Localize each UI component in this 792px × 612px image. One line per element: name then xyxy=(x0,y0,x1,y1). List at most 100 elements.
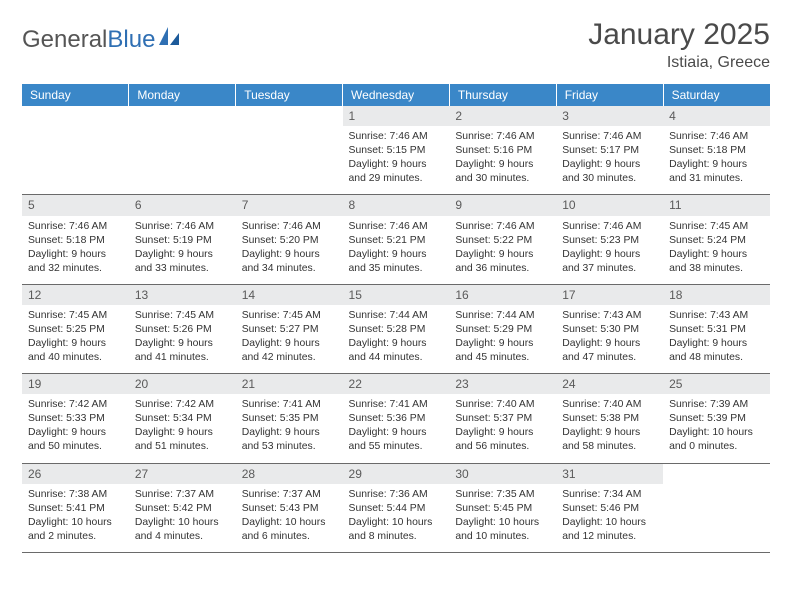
day-cell: 19 Sunrise: 7:42 AM Sunset: 5:33 PM Dayli… xyxy=(22,374,129,463)
header: GeneralBlue January 2025 Istiaia, Greece xyxy=(22,18,770,72)
day-cell: 23 Sunrise: 7:40 AM Sunset: 5:37 PM Dayli… xyxy=(449,374,556,463)
brand-text-1: General xyxy=(22,26,107,54)
day-cell: 11 Sunrise: 7:45 AM Sunset: 5:24 PM Dayli… xyxy=(663,195,770,284)
day-info: Sunrise: 7:44 AM Sunset: 5:28 PM Dayligh… xyxy=(349,309,444,365)
day-info: Sunrise: 7:42 AM Sunset: 5:33 PM Dayligh… xyxy=(28,398,123,454)
day-cell: 27 Sunrise: 7:37 AM Sunset: 5:42 PM Dayli… xyxy=(129,463,236,552)
day-number: 27 xyxy=(129,464,236,484)
day-info: Sunrise: 7:46 AM Sunset: 5:17 PM Dayligh… xyxy=(562,130,657,186)
col-sunday: Sunday xyxy=(22,84,129,106)
day-number: 1 xyxy=(343,106,450,126)
day-cell xyxy=(129,106,236,195)
day-number: 31 xyxy=(556,464,663,484)
day-info: Sunrise: 7:46 AM Sunset: 5:16 PM Dayligh… xyxy=(455,130,550,186)
day-cell xyxy=(236,106,343,195)
day-info: Sunrise: 7:41 AM Sunset: 5:35 PM Dayligh… xyxy=(242,398,337,454)
day-number: 28 xyxy=(236,464,343,484)
day-number: 30 xyxy=(449,464,556,484)
day-cell: 1 Sunrise: 7:46 AM Sunset: 5:15 PM Daylig… xyxy=(343,106,450,195)
day-number: 21 xyxy=(236,374,343,394)
logo-sail-icon xyxy=(159,26,181,54)
day-number: 16 xyxy=(449,285,556,305)
day-number: 19 xyxy=(22,374,129,394)
day-cell: 21 Sunrise: 7:41 AM Sunset: 5:35 PM Dayli… xyxy=(236,374,343,463)
col-saturday: Saturday xyxy=(663,84,770,106)
day-info: Sunrise: 7:37 AM Sunset: 5:42 PM Dayligh… xyxy=(135,488,230,544)
day-info: Sunrise: 7:42 AM Sunset: 5:34 PM Dayligh… xyxy=(135,398,230,454)
day-info: Sunrise: 7:46 AM Sunset: 5:19 PM Dayligh… xyxy=(135,220,230,276)
day-cell: 2Sunrise: 7:46 AM Sunset: 5:16 PM Daylig… xyxy=(449,106,556,195)
day-number: 26 xyxy=(22,464,129,484)
day-info: Sunrise: 7:34 AM Sunset: 5:46 PM Dayligh… xyxy=(562,488,657,544)
day-number: 11 xyxy=(663,195,770,215)
day-cell: 22Sunrise: 7:41 AM Sunset: 5:36 PM Dayli… xyxy=(343,374,450,463)
day-cell: 28Sunrise: 7:37 AM Sunset: 5:43 PM Dayli… xyxy=(236,463,343,552)
day-number: 20 xyxy=(129,374,236,394)
day-number: 12 xyxy=(22,285,129,305)
weekday-header-row: Sunday Monday Tuesday Wednesday Thursday… xyxy=(22,84,770,106)
day-number: 4 xyxy=(663,106,770,126)
day-info: Sunrise: 7:40 AM Sunset: 5:38 PM Dayligh… xyxy=(562,398,657,454)
day-info: Sunrise: 7:40 AM Sunset: 5:37 PM Dayligh… xyxy=(455,398,550,454)
day-info: Sunrise: 7:46 AM Sunset: 5:21 PM Dayligh… xyxy=(349,220,444,276)
day-info: Sunrise: 7:46 AM Sunset: 5:15 PM Dayligh… xyxy=(349,130,444,186)
col-monday: Monday xyxy=(129,84,236,106)
day-cell: 12 Sunrise: 7:45 AM Sunset: 5:25 PM Dayli… xyxy=(22,284,129,373)
day-number: 6 xyxy=(129,195,236,215)
day-cell xyxy=(663,463,770,552)
day-info: Sunrise: 7:46 AM Sunset: 5:20 PM Dayligh… xyxy=(242,220,337,276)
day-info: Sunrise: 7:45 AM Sunset: 5:25 PM Dayligh… xyxy=(28,309,123,365)
week-row: 26Sunrise: 7:38 AM Sunset: 5:41 PM Dayli… xyxy=(22,463,770,552)
day-cell: 18 Sunrise: 7:43 AM Sunset: 5:31 PM Dayli… xyxy=(663,284,770,373)
day-cell: 31 Sunrise: 7:34 AM Sunset: 5:46 PM Dayli… xyxy=(556,463,663,552)
day-number: 8 xyxy=(343,195,450,215)
day-cell: 6 Sunrise: 7:46 AM Sunset: 5:19 PM Daylig… xyxy=(129,195,236,284)
week-row: 12 Sunrise: 7:45 AM Sunset: 5:25 PM Dayli… xyxy=(22,284,770,373)
day-info: Sunrise: 7:46 AM Sunset: 5:23 PM Dayligh… xyxy=(562,220,657,276)
day-info: Sunrise: 7:45 AM Sunset: 5:26 PM Dayligh… xyxy=(135,309,230,365)
day-number: 17 xyxy=(556,285,663,305)
day-number: 7 xyxy=(236,195,343,215)
day-number: 9 xyxy=(449,195,556,215)
day-cell: 4 Sunrise: 7:46 AM Sunset: 5:18 PM Daylig… xyxy=(663,106,770,195)
day-number: 23 xyxy=(449,374,556,394)
day-cell: 13Sunrise: 7:45 AM Sunset: 5:26 PM Dayli… xyxy=(129,284,236,373)
day-number: 18 xyxy=(663,285,770,305)
col-wednesday: Wednesday xyxy=(343,84,450,106)
day-cell: 29Sunrise: 7:36 AM Sunset: 5:44 PM Dayli… xyxy=(343,463,450,552)
day-cell: 25Sunrise: 7:39 AM Sunset: 5:39 PM Dayli… xyxy=(663,374,770,463)
day-cell: 5 Sunrise: 7:46 AM Sunset: 5:18 PM Daylig… xyxy=(22,195,129,284)
day-cell: 30Sunrise: 7:35 AM Sunset: 5:45 PM Dayli… xyxy=(449,463,556,552)
day-cell: 10 Sunrise: 7:46 AM Sunset: 5:23 PM Dayli… xyxy=(556,195,663,284)
brand-text-2: Blue xyxy=(107,26,155,54)
day-cell: 9 Sunrise: 7:46 AM Sunset: 5:22 PM Daylig… xyxy=(449,195,556,284)
col-thursday: Thursday xyxy=(449,84,556,106)
day-info: Sunrise: 7:46 AM Sunset: 5:18 PM Dayligh… xyxy=(28,220,123,276)
calendar-page: GeneralBlue January 2025 Istiaia, Greece… xyxy=(0,0,792,571)
day-cell: 3Sunrise: 7:46 AM Sunset: 5:17 PM Daylig… xyxy=(556,106,663,195)
week-row: 5 Sunrise: 7:46 AM Sunset: 5:18 PM Daylig… xyxy=(22,195,770,284)
day-cell: 24 Sunrise: 7:40 AM Sunset: 5:38 PM Dayli… xyxy=(556,374,663,463)
col-tuesday: Tuesday xyxy=(236,84,343,106)
month-title: January 2025 xyxy=(588,18,770,52)
day-info: Sunrise: 7:46 AM Sunset: 5:18 PM Dayligh… xyxy=(669,130,764,186)
day-number: 15 xyxy=(343,285,450,305)
day-cell: 15 Sunrise: 7:44 AM Sunset: 5:28 PM Dayli… xyxy=(343,284,450,373)
day-info: Sunrise: 7:45 AM Sunset: 5:24 PM Dayligh… xyxy=(669,220,764,276)
day-number: 24 xyxy=(556,374,663,394)
day-cell: 8 Sunrise: 7:46 AM Sunset: 5:21 PM Daylig… xyxy=(343,195,450,284)
brand-logo: GeneralBlue xyxy=(22,18,181,54)
day-number: 25 xyxy=(663,374,770,394)
day-info: Sunrise: 7:45 AM Sunset: 5:27 PM Dayligh… xyxy=(242,309,337,365)
day-number: 22 xyxy=(343,374,450,394)
day-number: 5 xyxy=(22,195,129,215)
day-number: 10 xyxy=(556,195,663,215)
week-row: 19 Sunrise: 7:42 AM Sunset: 5:33 PM Dayli… xyxy=(22,374,770,463)
day-info: Sunrise: 7:43 AM Sunset: 5:31 PM Dayligh… xyxy=(669,309,764,365)
day-cell: 14Sunrise: 7:45 AM Sunset: 5:27 PM Dayli… xyxy=(236,284,343,373)
day-info: Sunrise: 7:43 AM Sunset: 5:30 PM Dayligh… xyxy=(562,309,657,365)
location-label: Istiaia, Greece xyxy=(588,54,770,72)
day-info: Sunrise: 7:46 AM Sunset: 5:22 PM Dayligh… xyxy=(455,220,550,276)
day-cell: 16Sunrise: 7:44 AM Sunset: 5:29 PM Dayli… xyxy=(449,284,556,373)
day-cell: 17 Sunrise: 7:43 AM Sunset: 5:30 PM Dayli… xyxy=(556,284,663,373)
